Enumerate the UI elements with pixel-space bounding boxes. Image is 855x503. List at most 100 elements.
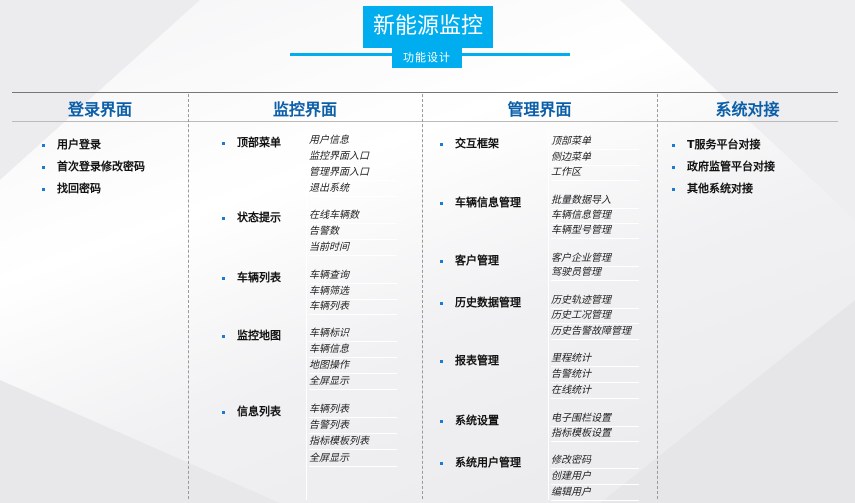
sub-item: 管理界面入口 xyxy=(309,165,397,181)
sub-item: 车辆筛选 xyxy=(309,284,397,300)
list-item-label: 车辆信息管理 xyxy=(455,196,521,209)
sub-item: 退出系统 xyxy=(309,181,397,197)
list-item-label: 客户管理 xyxy=(455,254,499,267)
list-item: 客户管理 xyxy=(440,252,499,268)
column-divider xyxy=(657,94,658,499)
bullet-icon xyxy=(440,201,443,205)
sub-item: 用户信息 xyxy=(309,133,397,149)
list-item-label: 其他系统对接 xyxy=(687,182,753,195)
sub-item: 修改密码 xyxy=(551,453,639,469)
sub-item: 历史工况管理 xyxy=(551,308,639,324)
column-title: 登录界面 xyxy=(67,100,132,119)
bullet-icon xyxy=(440,461,443,465)
bullet-icon xyxy=(42,143,45,147)
list-item: 用户登录 xyxy=(42,136,101,152)
bullet-icon xyxy=(222,141,225,145)
sub-item: 告警统计 xyxy=(551,367,639,383)
header-top-divider xyxy=(12,92,838,93)
list-item: 系统设置 xyxy=(440,412,499,428)
bullet-icon xyxy=(672,187,675,191)
bullet-icon xyxy=(222,334,225,338)
list-item-label: 历史数据管理 xyxy=(455,296,521,309)
list-item: 交互框架 xyxy=(440,135,499,151)
list-item: 政府监管平台对接 xyxy=(672,158,775,174)
header-bottom-divider xyxy=(12,121,838,122)
list-item-label: 监控地图 xyxy=(237,329,281,342)
sub-item: 驾驶员管理 xyxy=(551,265,639,281)
list-item-label: 状态提示 xyxy=(237,211,281,224)
list-item: 车辆信息管理 xyxy=(440,194,521,210)
sub-item: 监控界面入口 xyxy=(309,149,397,165)
bullet-icon xyxy=(440,301,443,305)
page-subtitle: 功能设计 xyxy=(392,47,462,68)
sub-item: 历史告警故障管理 xyxy=(551,324,639,340)
sub-item: 批量数据导入 xyxy=(551,193,639,209)
sub-item: 指标模板列表 xyxy=(309,434,397,450)
bullet-icon xyxy=(672,165,675,169)
sub-item: 车辆信息管理 xyxy=(551,208,639,224)
list-item-label: 找回密码 xyxy=(57,182,101,195)
sub-item: 车辆标识 xyxy=(309,326,397,342)
sub-item-separator xyxy=(548,130,549,500)
column-title: 管理界面 xyxy=(507,100,572,119)
list-item: 状态提示 xyxy=(222,209,281,225)
sub-item: 历史轨迹管理 xyxy=(551,293,639,309)
bullet-icon xyxy=(42,165,45,169)
list-item-label: 信息列表 xyxy=(237,405,281,418)
sub-item-separator xyxy=(306,130,307,500)
sub-item: 当前时间 xyxy=(309,240,397,256)
column-divider xyxy=(422,94,423,499)
page-title: 新能源监控 xyxy=(363,6,493,48)
column-title: 系统对接 xyxy=(715,100,780,119)
sub-item: 车辆列表 xyxy=(309,402,397,418)
list-item: 首次登录修改密码 xyxy=(42,158,145,174)
sub-item: 编辑用户 xyxy=(551,485,639,501)
sub-item: 告警数 xyxy=(309,224,397,240)
bullet-icon xyxy=(440,259,443,263)
sub-item: 指标模板设置 xyxy=(551,426,639,442)
bullet-icon xyxy=(440,359,443,363)
sub-item: 地图操作 xyxy=(309,358,397,374)
list-item: 监控地图 xyxy=(222,327,281,343)
sub-item: 里程统计 xyxy=(551,351,639,367)
sub-item: 创建用户 xyxy=(551,469,639,485)
sub-item: 电子围栏设置 xyxy=(551,411,639,427)
sub-item: 告警列表 xyxy=(309,418,397,434)
sub-item: 在线车辆数 xyxy=(309,208,397,224)
list-item: 历史数据管理 xyxy=(440,294,521,310)
list-item: 其他系统对接 xyxy=(672,180,753,196)
bullet-icon xyxy=(440,142,443,146)
list-item-label: 系统用户管理 xyxy=(455,456,521,469)
list-item: 车辆列表 xyxy=(222,269,281,285)
list-item: T服务平台对接 xyxy=(672,136,761,152)
list-item: 信息列表 xyxy=(222,403,281,419)
list-item-label: T服务平台对接 xyxy=(687,138,761,151)
list-item-label: 车辆列表 xyxy=(237,271,281,284)
list-item: 报表管理 xyxy=(440,352,499,368)
list-item: 顶部菜单 xyxy=(222,134,281,150)
bullet-icon xyxy=(42,187,45,191)
bullet-icon xyxy=(672,143,675,147)
sub-item: 车辆列表 xyxy=(309,299,397,315)
list-item-label: 用户登录 xyxy=(57,138,101,151)
sub-item: 车辆信息 xyxy=(309,342,397,358)
sub-item: 顶部菜单 xyxy=(551,134,639,150)
list-item-label: 交互框架 xyxy=(455,137,499,150)
bullet-icon xyxy=(222,276,225,280)
list-item: 系统用户管理 xyxy=(440,454,521,470)
list-item: 找回密码 xyxy=(42,180,101,196)
list-item-label: 政府监管平台对接 xyxy=(687,160,775,173)
sub-item: 侧边菜单 xyxy=(551,150,639,166)
list-item-label: 首次登录修改密码 xyxy=(57,160,145,173)
list-item-label: 系统设置 xyxy=(455,414,499,427)
sub-item: 车辆查询 xyxy=(309,268,397,284)
list-item-label: 报表管理 xyxy=(455,354,499,367)
sub-item: 全屏显示 xyxy=(309,374,397,390)
column-divider xyxy=(188,94,189,499)
sub-item: 客户企业管理 xyxy=(551,251,639,267)
sub-item: 在线统计 xyxy=(551,383,639,399)
sub-item: 车辆型号管理 xyxy=(551,223,639,239)
bullet-icon xyxy=(440,419,443,423)
